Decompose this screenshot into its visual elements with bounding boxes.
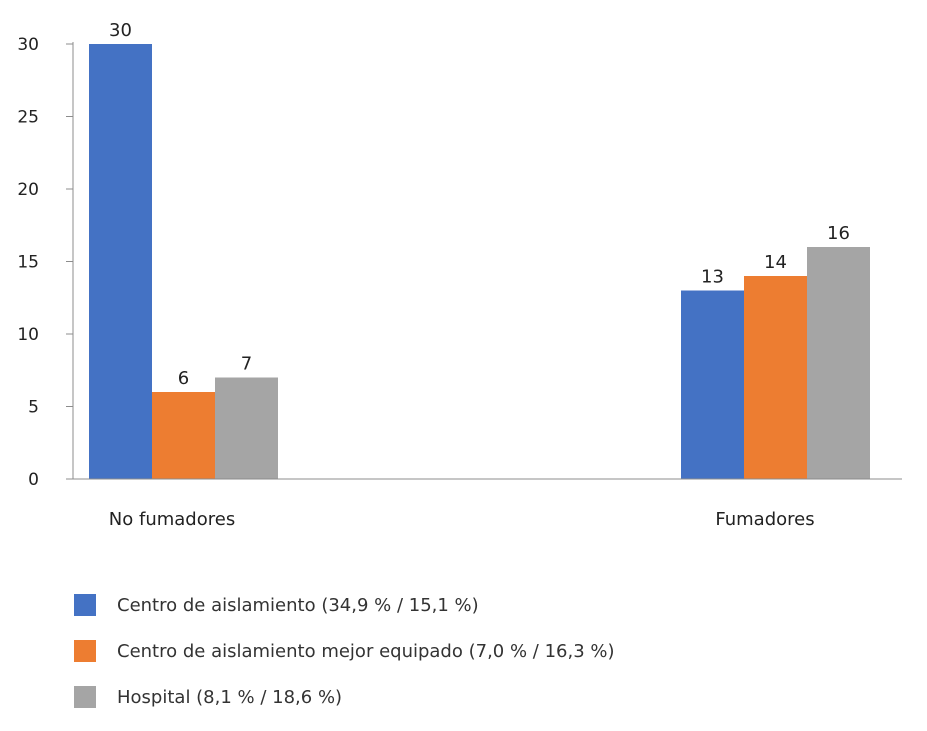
legend-item-hospital: Hospital (8,1 % / 18,6 %) [74, 685, 615, 709]
bar-data-label: 7 [241, 354, 252, 375]
bar-data-label: 14 [764, 252, 787, 273]
y-tick-label: 5 [28, 398, 39, 418]
y-axis: 0 5 10 15 20 25 30 [17, 35, 74, 490]
legend-label-hospital: Hospital (8,1 % / 18,6 %) [117, 686, 343, 708]
bar [89, 44, 152, 479]
legend-item-centro-mejor-equipado: Centro de aislamiento mejor equipado (7,… [74, 639, 615, 663]
bar-data-label: 13 [701, 267, 724, 288]
legend-swatch-hospital [74, 686, 96, 708]
legend-item-centro-de-aislamiento: Centro de aislamiento (34,9 % / 15,1 %) [74, 593, 615, 617]
legend-swatch-centro-mejor-equipado [74, 640, 96, 662]
y-tick-label: 0 [28, 470, 39, 490]
bar [681, 290, 744, 479]
y-tick-label: 20 [17, 180, 39, 200]
bar-data-label: 30 [109, 20, 132, 41]
legend-label-centro-mejor-equipado: Centro de aislamiento mejor equipado (7,… [117, 640, 615, 662]
bars: 30 6 7 13 14 16 [89, 20, 870, 479]
bar [152, 392, 215, 479]
bar [807, 247, 870, 479]
x-axis: No fumadores Fumadores [66, 478, 902, 530]
bar [744, 276, 807, 479]
bar-data-label: 16 [827, 223, 850, 244]
bar-data-label: 6 [178, 368, 189, 389]
bar-chart: 0 5 10 15 20 25 30 30 6 7 13 14 16 No fumadores Fuma… [17, 20, 902, 530]
x-category-label: No fumadores [109, 509, 235, 530]
y-tick-label: 25 [17, 108, 39, 128]
legend-swatch-centro-de-aislamiento [74, 594, 96, 616]
legend: Centro de aislamiento (34,9 % / 15,1 %) … [74, 593, 615, 731]
y-tick-label: 30 [17, 35, 39, 55]
legend-label-centro-de-aislamiento: Centro de aislamiento (34,9 % / 15,1 %) [117, 594, 479, 616]
y-tick-label: 10 [17, 325, 39, 345]
bar [215, 377, 278, 479]
x-category-label: Fumadores [715, 509, 814, 530]
y-tick-label: 15 [17, 253, 39, 273]
